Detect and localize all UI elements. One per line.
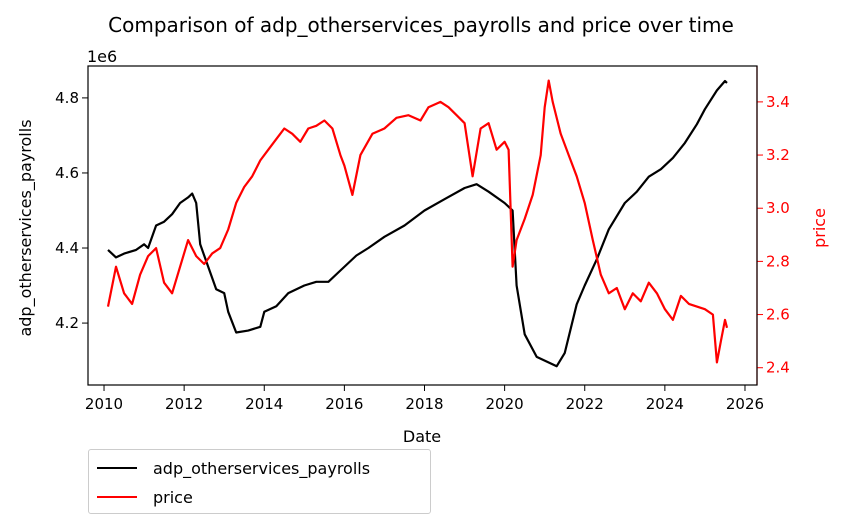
x-tick-label: 2016 — [325, 395, 363, 413]
left-axis-offset-label: 1e6 — [87, 47, 117, 66]
plot-area: 2010 2012 2014 2016 2018 2020 2022 2024 2026 4.2 4… — [55, 65, 790, 413]
x-tick-label: 2010 — [85, 395, 123, 413]
legend-label-price: price — [153, 487, 193, 507]
x-tick-label: 2024 — [646, 395, 684, 413]
right-y-tick-label: 2.4 — [766, 359, 790, 377]
left-y-axis-label: adp_otherservices_payrolls — [16, 119, 36, 336]
chart-legend: adp_otherservices_payrolls price — [88, 449, 431, 514]
right-y-axis-label: price — [810, 208, 829, 248]
right-y-tick-label: 3.0 — [766, 199, 790, 217]
legend-item-price: price — [97, 485, 193, 509]
right-y-tick-label: 3.4 — [766, 93, 790, 111]
legend-swatch-payrolls — [97, 467, 137, 469]
series-line-payrolls — [107, 79, 728, 368]
x-tick-label: 2022 — [566, 395, 604, 413]
left-y-tick-label: 4.4 — [55, 239, 79, 257]
right-y-tick-label: 2.8 — [766, 252, 790, 270]
x-tick-label: 2026 — [726, 395, 764, 413]
series-line-price — [106, 79, 729, 364]
x-tick-label: 2012 — [165, 395, 203, 413]
left-y-tick-label: 4.8 — [55, 89, 79, 107]
x-tick-label: 2020 — [486, 395, 524, 413]
left-y-tick-label: 4.2 — [55, 314, 79, 332]
legend-label-payrolls: adp_otherservices_payrolls — [153, 458, 371, 478]
x-axis-label: Date — [403, 427, 441, 446]
chart-title: Comparison of adp_otherservices_payrolls… — [108, 13, 734, 37]
plot-frame — [87, 65, 758, 386]
right-y-tick-label: 2.6 — [766, 306, 790, 324]
x-tick-label: 2014 — [245, 395, 283, 413]
x-tick-label: 2018 — [405, 395, 443, 413]
legend-swatch-price — [97, 496, 137, 498]
right-y-tick-label: 3.2 — [766, 146, 790, 164]
legend-item-payrolls: adp_otherservices_payrolls — [97, 456, 370, 480]
left-y-tick-label: 4.6 — [55, 164, 79, 182]
